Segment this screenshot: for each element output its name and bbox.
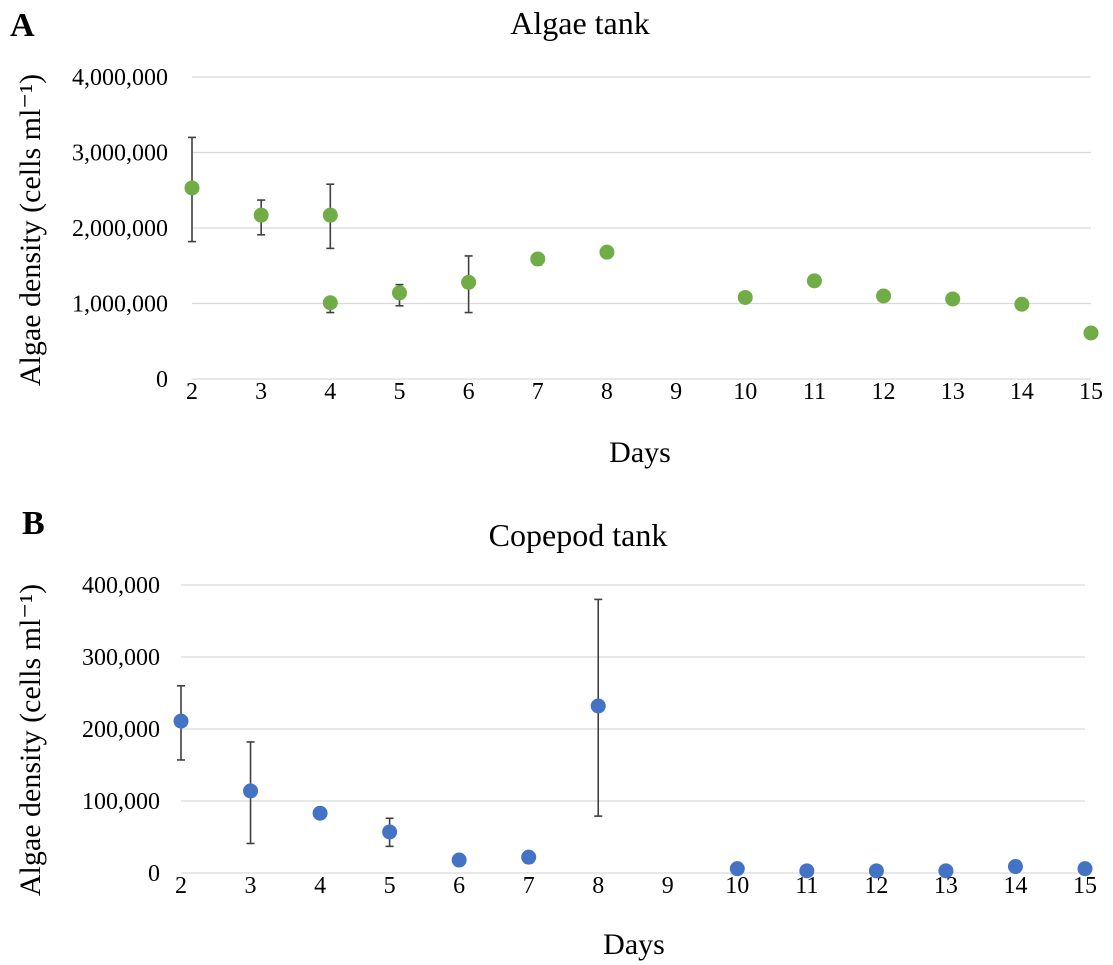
y-ticks-a: 0 1,000,000 2,000,000 3,000,000 4,000,000 [72, 65, 168, 393]
y-tick-label-a-4: 4,000,000 [72, 65, 168, 91]
x-axis-label-b: Days [603, 928, 665, 961]
x-tick-label-b-15: 15 [1073, 873, 1097, 899]
data-points-a [184, 180, 1099, 341]
x-tick-label-b-6: 6 [453, 873, 465, 899]
x-tick-label-b-3: 3 [245, 873, 257, 899]
x-tick-label-a-7: 7 [532, 379, 544, 405]
x-tick-label-a-14: 14 [1010, 379, 1034, 405]
data-point-b-2 [312, 805, 328, 821]
x-tick-label-b-10: 10 [725, 873, 749, 899]
data-point-b-3 [382, 824, 398, 840]
y-tick-label-a-1: 1,000,000 [72, 292, 168, 318]
x-ticks-b: 2 3 4 5 6 7 8 9 10 11 12 13 14 15 [175, 873, 1097, 899]
y-tick-label-a-0: 0 [156, 367, 168, 393]
data-point-a-1 [253, 207, 269, 223]
data-point-a-5 [461, 274, 477, 290]
data-point-a-13 [1083, 325, 1099, 341]
y-tick-label-a-3: 3,000,000 [72, 141, 168, 167]
x-tick-label-b-14: 14 [1003, 873, 1027, 899]
x-tick-label-b-5: 5 [384, 873, 396, 899]
x-tick-label-b-7: 7 [523, 873, 535, 899]
y-tick-label-b-0: 0 [148, 861, 160, 887]
data-point-b-8 [799, 863, 815, 879]
data-point-a-7 [599, 244, 615, 260]
x-tick-label-a-4: 4 [324, 379, 336, 405]
data-point-a-3 [322, 295, 338, 311]
x-tick-label-a-15: 15 [1079, 379, 1103, 405]
chart-title-b: Copepod tank [489, 517, 668, 553]
x-tick-label-a-3: 3 [255, 379, 267, 405]
data-point-a-11 [945, 291, 961, 307]
error-bars-b [177, 598, 603, 864]
y-tick-label-b-3: 300,000 [82, 645, 160, 671]
x-tick-label-b-4: 4 [314, 873, 326, 899]
data-point-b-10 [938, 863, 954, 879]
y-tick-label-b-4: 400,000 [82, 573, 160, 599]
x-tick-label-a-11: 11 [803, 379, 826, 405]
data-point-b-7 [729, 861, 745, 877]
data-points-b [173, 698, 1093, 879]
x-tick-label-b-11: 11 [795, 873, 818, 899]
panel-label-b: B [22, 505, 45, 542]
x-tick-label-a-6: 6 [463, 379, 475, 405]
data-point-a-9 [806, 273, 822, 289]
data-point-b-5 [521, 849, 537, 865]
chart-panel-algae-tank: A Algae tank Days Algae density (cells m… [10, 5, 1103, 469]
data-point-a-8 [737, 289, 753, 305]
data-point-b-0 [173, 713, 189, 729]
data-point-b-9 [868, 863, 884, 879]
chart-panel-copepod-tank: B Copepod tank Days Algae density (cells… [14, 505, 1097, 961]
data-point-a-2 [322, 207, 338, 223]
data-point-a-10 [876, 288, 892, 304]
x-tick-label-a-9: 9 [670, 379, 682, 405]
x-tick-label-a-2: 2 [186, 379, 198, 405]
data-point-b-6 [590, 698, 606, 714]
data-point-a-6 [530, 251, 546, 267]
y-tick-label-a-2: 2,000,000 [72, 216, 168, 242]
data-point-b-12 [1077, 861, 1093, 877]
x-tick-label-a-12: 12 [872, 379, 896, 405]
gridlines-b [181, 584, 1085, 874]
data-point-a-0 [184, 180, 200, 196]
data-point-b-1 [243, 783, 259, 799]
panel-label-a: A [10, 7, 35, 44]
data-point-a-4 [391, 285, 407, 301]
data-point-a-12 [1014, 296, 1030, 312]
gridlines-a [192, 76, 1091, 380]
y-ticks-b: 0 100,000 200,000 300,000 400,000 [82, 573, 160, 887]
y-axis-label-a: Algae density (cells ml⁻¹) [14, 74, 47, 386]
x-tick-label-a-10: 10 [733, 379, 757, 405]
x-tick-label-b-2: 2 [175, 873, 187, 899]
data-point-b-4 [451, 852, 467, 868]
y-tick-label-b-1: 100,000 [82, 789, 160, 815]
y-tick-label-b-2: 200,000 [82, 717, 160, 743]
chart-title-a: Algae tank [510, 5, 650, 41]
x-tick-label-a-5: 5 [393, 379, 405, 405]
x-axis-label-a: Days [609, 436, 671, 469]
x-tick-label-b-8: 8 [592, 873, 604, 899]
x-tick-label-a-8: 8 [601, 379, 613, 405]
data-point-b-11 [1007, 859, 1023, 875]
x-ticks-a: 2 3 4 5 6 7 8 9 10 11 12 13 14 15 [186, 379, 1103, 405]
x-tick-label-b-9: 9 [662, 873, 674, 899]
x-tick-label-a-13: 13 [941, 379, 965, 405]
y-axis-label-b: Algae density (cells ml⁻¹) [14, 584, 47, 896]
